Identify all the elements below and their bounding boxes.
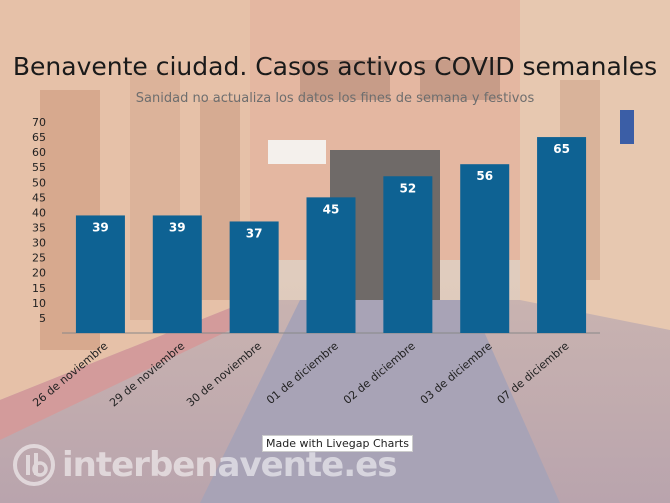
x-tick-label: 01 de diciembre (264, 339, 341, 407)
y-tick-label: 65 (32, 131, 46, 144)
bar-value-label: 65 (553, 142, 570, 156)
bar[interactable] (383, 176, 433, 333)
x-tick-label: 30 de noviembre (184, 339, 264, 409)
bar[interactable] (306, 197, 356, 333)
y-tick-label: 10 (32, 297, 46, 310)
y-tick-label: 5 (39, 312, 46, 325)
bar-value-label: 45 (323, 202, 340, 216)
credit-label[interactable]: Made with Livegap Charts (262, 435, 413, 452)
y-tick-label: 35 (32, 222, 46, 235)
chart-title: Benavente ciudad. Casos activos COVID se… (12, 52, 658, 81)
y-tick-label: 25 (32, 252, 46, 265)
bar-value-label: 56 (476, 169, 493, 183)
x-tick-label: 02 de diciembre (341, 339, 418, 407)
x-tick-label: 03 de diciembre (418, 339, 495, 407)
chart-subtitle: Sanidad no actualiza los datos los fines… (135, 91, 535, 106)
bar[interactable] (537, 137, 587, 333)
y-tick-label: 60 (32, 146, 46, 159)
y-axis: 5 10 15 20 25 30 35 40 45 50 55 60 65 70 (32, 116, 46, 325)
bar[interactable] (229, 221, 279, 333)
bar[interactable] (152, 215, 202, 333)
bar-value-label: 39 (92, 220, 109, 234)
x-tick-label: 26 de noviembre (30, 339, 110, 409)
y-tick-label: 15 (32, 282, 46, 295)
y-tick-label: 55 (32, 161, 46, 174)
ib-logo-icon (13, 444, 55, 486)
bar-value-label: 37 (246, 226, 263, 240)
bar[interactable] (75, 215, 125, 333)
bar-value-label: 39 (169, 220, 186, 234)
y-tick-label: 70 (32, 116, 46, 129)
watermark-text: interbenavente.es (62, 445, 397, 485)
x-tick-label: 29 de noviembre (107, 339, 187, 409)
y-tick-label: 20 (32, 267, 46, 280)
y-tick-label: 30 (32, 237, 46, 250)
x-tick-label: 07 de diciembre (495, 339, 572, 407)
y-tick-label: 50 (32, 176, 46, 189)
bar[interactable] (460, 164, 510, 333)
bar-series: 39 39 37 45 52 56 65 (75, 137, 587, 333)
watermark: interbenavente.es (12, 442, 397, 488)
y-tick-label: 40 (32, 206, 46, 219)
y-tick-label: 45 (32, 191, 46, 204)
bar-value-label: 52 (400, 181, 417, 195)
